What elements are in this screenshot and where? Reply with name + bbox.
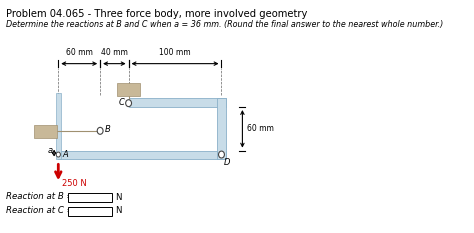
- Bar: [34, 125, 57, 138]
- Text: 100 mm: 100 mm: [159, 48, 191, 57]
- Text: Reaction at B =: Reaction at B =: [7, 192, 74, 201]
- Bar: [68, 207, 112, 216]
- Circle shape: [97, 127, 103, 134]
- Text: 60 mm: 60 mm: [66, 48, 92, 57]
- Bar: [68, 193, 112, 202]
- Text: 250 N: 250 N: [62, 179, 86, 188]
- Bar: [117, 83, 140, 96]
- Text: C: C: [118, 98, 124, 107]
- Text: B: B: [104, 125, 110, 134]
- Circle shape: [126, 100, 131, 107]
- Bar: [56, 93, 61, 159]
- Circle shape: [56, 152, 60, 157]
- Text: Reaction at C =: Reaction at C =: [7, 206, 74, 215]
- Text: a: a: [47, 146, 53, 155]
- Text: 40 mm: 40 mm: [101, 48, 128, 57]
- Bar: [128, 98, 226, 107]
- Bar: [217, 98, 226, 159]
- Text: N: N: [115, 192, 122, 202]
- Text: N: N: [115, 206, 122, 215]
- Text: Determine the reactions at B and C when a = 36 mm. (Round the final answer to th: Determine the reactions at B and C when …: [7, 20, 444, 29]
- Text: D: D: [224, 158, 230, 167]
- Text: Problem 04.065 - Three force body, more involved geometry: Problem 04.065 - Three force body, more …: [7, 9, 308, 19]
- Bar: [58, 151, 226, 159]
- Text: A: A: [63, 150, 68, 159]
- Text: 60 mm: 60 mm: [247, 124, 274, 133]
- Circle shape: [219, 151, 224, 158]
